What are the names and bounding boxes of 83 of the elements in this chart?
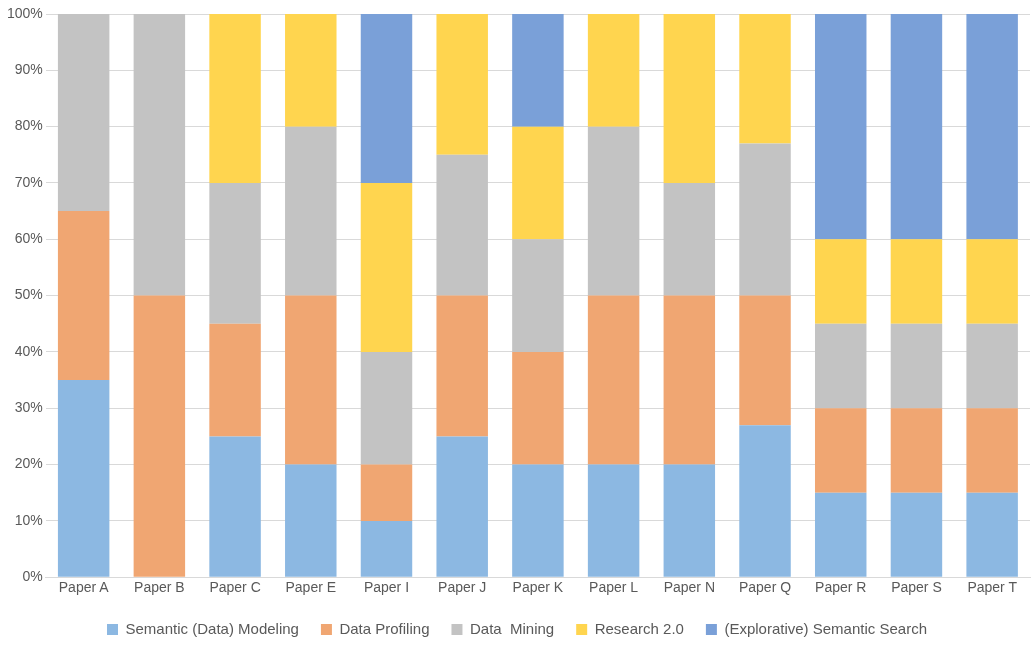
bar xyxy=(512,14,564,127)
y-tick-label: 70% xyxy=(14,173,43,190)
legend-label: Semantic (Data) Modeling xyxy=(125,619,299,637)
y-tick-label: 100% xyxy=(6,4,43,21)
bar xyxy=(966,408,1018,493)
x-tick-label: Paper N xyxy=(663,579,715,596)
bar xyxy=(587,14,640,127)
bar xyxy=(57,14,110,212)
bar xyxy=(436,14,488,155)
legend-label: Data Mining xyxy=(469,619,555,637)
bar xyxy=(587,126,640,296)
bar xyxy=(739,143,791,296)
y-tick-label: 90% xyxy=(14,61,43,78)
legend-label: Research 2.0 xyxy=(594,619,684,637)
bar xyxy=(360,182,413,352)
bar xyxy=(133,295,186,577)
bar xyxy=(966,14,1018,240)
bar xyxy=(814,492,867,577)
bar xyxy=(966,239,1018,324)
x-tick-label: Paper K xyxy=(512,579,564,596)
bar xyxy=(512,126,564,240)
bar xyxy=(966,492,1018,577)
x-tick-label: Paper C xyxy=(209,579,261,596)
bar xyxy=(360,351,413,465)
y-tick-label: 10% xyxy=(14,511,43,528)
bar xyxy=(436,154,488,296)
bar xyxy=(663,464,716,577)
bar xyxy=(739,14,791,144)
bar xyxy=(360,464,413,521)
x-tick-label: Paper R xyxy=(815,579,867,596)
bar xyxy=(814,408,867,493)
x-tick-label: Paper Q xyxy=(738,579,792,596)
bar xyxy=(890,323,943,409)
bar xyxy=(57,380,110,577)
y-tick-label: 0% xyxy=(22,568,43,585)
x-tick-label: Paper L xyxy=(589,579,639,596)
bar xyxy=(663,295,716,465)
y-tick-label: 20% xyxy=(14,455,43,472)
x-tick-label: Paper B xyxy=(134,579,185,596)
y-tick-label: 30% xyxy=(14,399,43,416)
bar xyxy=(966,323,1018,409)
bar xyxy=(890,492,943,577)
bar xyxy=(512,239,564,352)
y-tick-label: 60% xyxy=(14,230,43,247)
bar xyxy=(587,464,640,577)
x-tick-label: Paper A xyxy=(58,579,110,596)
bar xyxy=(512,464,564,577)
legend-label: Data Profiling xyxy=(339,619,430,637)
bar xyxy=(663,182,716,296)
bar xyxy=(436,295,488,437)
bar xyxy=(512,351,564,465)
bar xyxy=(890,239,943,324)
bar xyxy=(285,14,337,127)
bar xyxy=(209,14,261,183)
bar xyxy=(663,14,716,183)
bar xyxy=(360,14,413,183)
bar xyxy=(57,211,110,381)
y-tick-label: 80% xyxy=(14,117,43,134)
bar xyxy=(814,239,867,324)
bar xyxy=(814,323,867,409)
bar xyxy=(209,182,261,324)
bar xyxy=(890,14,943,240)
x-tick-label: Paper J xyxy=(438,579,487,596)
legend-label: (Explorative) Semantic Search xyxy=(724,619,927,637)
bar xyxy=(436,436,488,577)
bar xyxy=(209,323,261,437)
bar xyxy=(739,295,791,426)
y-tick-label: 50% xyxy=(14,286,43,303)
bar xyxy=(360,520,413,577)
bar xyxy=(814,14,867,240)
bar xyxy=(133,14,186,296)
x-tick-label: Paper E xyxy=(285,579,337,596)
y-tick-label: 40% xyxy=(14,342,43,359)
bar xyxy=(285,126,337,296)
x-tick-label: Paper I xyxy=(363,579,410,596)
bar xyxy=(209,436,261,577)
x-tick-label: Paper S xyxy=(891,579,942,596)
bar xyxy=(285,464,337,577)
bar xyxy=(285,295,337,465)
bar xyxy=(739,425,791,577)
bar xyxy=(587,295,640,465)
x-tick-label: Paper T xyxy=(967,579,1018,596)
bar xyxy=(890,408,943,493)
